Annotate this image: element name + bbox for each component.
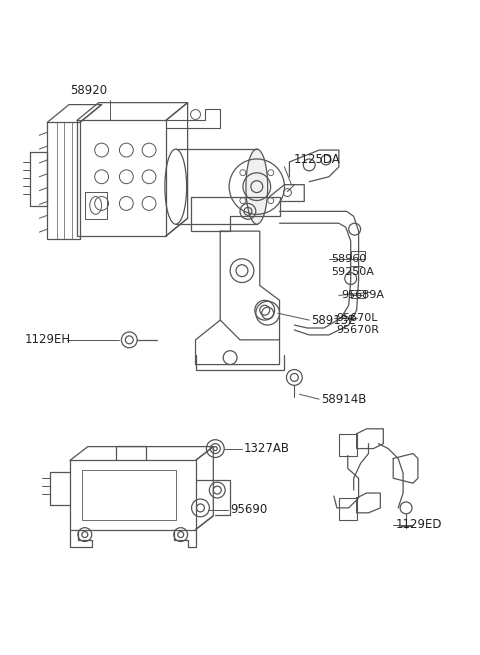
Text: 95690: 95690: [230, 503, 267, 516]
Bar: [351, 290, 364, 298]
Text: 95689A: 95689A: [341, 290, 384, 301]
Text: 58913E: 58913E: [311, 314, 356, 327]
Text: 1125DA: 1125DA: [293, 153, 340, 166]
Text: 95670L: 95670L: [336, 313, 377, 323]
Text: 1327AB: 1327AB: [244, 442, 290, 455]
Bar: [82, 470, 176, 520]
Text: 58960: 58960: [331, 253, 366, 264]
Text: 59250A: 59250A: [331, 267, 374, 276]
Text: 58920: 58920: [70, 84, 107, 98]
Text: 95670R: 95670R: [336, 325, 379, 335]
Ellipse shape: [246, 149, 268, 224]
Text: 58914B: 58914B: [321, 392, 366, 405]
Text: 1129EH: 1129EH: [24, 333, 71, 346]
Bar: [351, 251, 364, 259]
Text: 1129ED: 1129ED: [395, 518, 442, 531]
Bar: [85, 192, 107, 219]
Bar: [339, 434, 357, 455]
Bar: [339, 498, 357, 520]
